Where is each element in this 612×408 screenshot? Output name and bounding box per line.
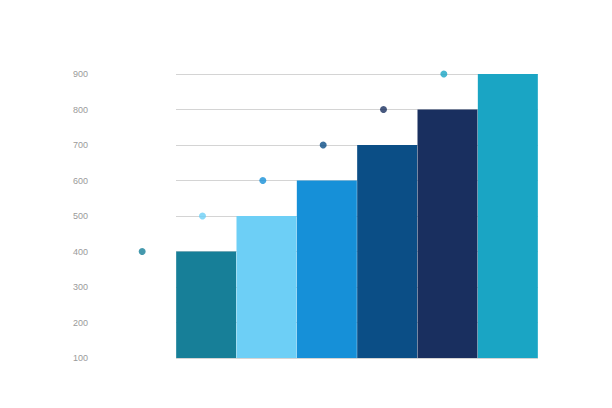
svg-text:100: 100 xyxy=(73,353,88,363)
svg-text:700: 700 xyxy=(73,140,88,150)
svg-text:500: 500 xyxy=(73,211,88,221)
svg-text:800: 800 xyxy=(73,105,88,115)
svg-text:600: 600 xyxy=(73,176,88,186)
svg-text:200: 200 xyxy=(73,318,88,328)
svg-text:900: 900 xyxy=(73,69,88,79)
svg-text:400: 400 xyxy=(73,247,88,257)
svg-text:300: 300 xyxy=(73,282,88,292)
